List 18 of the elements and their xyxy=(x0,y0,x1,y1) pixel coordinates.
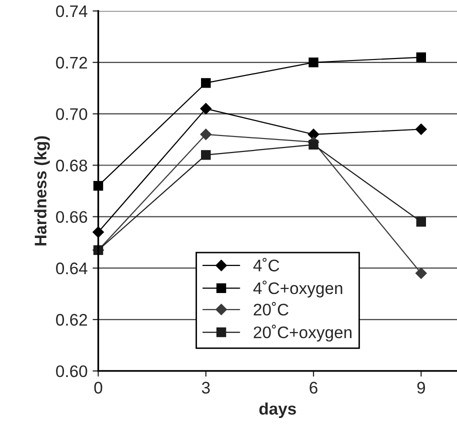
y-axis-title: Hardness (kg) xyxy=(34,136,50,246)
y-tick-label: 0.60 xyxy=(56,365,88,378)
x-tick-label: 6 xyxy=(310,382,318,394)
x-axis-title: days xyxy=(259,402,296,418)
y-tick-label: 0.70 xyxy=(56,108,88,120)
legend-label: 20˚C xyxy=(254,302,288,316)
y-tick-label: 0.62 xyxy=(56,314,88,326)
x-tick-label: 9 xyxy=(417,382,425,394)
x-tick-label: 3 xyxy=(202,382,210,394)
y-tick-label: 0.72 xyxy=(56,56,88,69)
y-tick-label: 0.68 xyxy=(56,160,88,172)
y-tick-label: 0.64 xyxy=(56,262,88,274)
legend-label: 4˚C+oxygen xyxy=(253,280,342,298)
y-tick-label: 0.74 xyxy=(56,5,88,18)
y-tick-label: 0.66 xyxy=(56,211,88,223)
legend-label: 20˚C+oxygen xyxy=(254,324,352,342)
legend-label: 4˚C xyxy=(253,258,280,272)
x-tick-label: 0 xyxy=(94,382,102,394)
